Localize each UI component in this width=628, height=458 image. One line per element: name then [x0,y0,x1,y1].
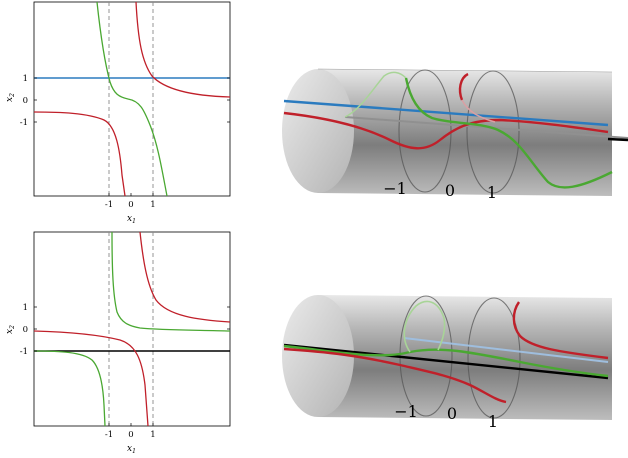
red-curve-top-fade [461,99,496,123]
xtick-label-minus1: -1 [105,200,113,210]
ytick-label-1: 1 [23,303,28,313]
green-curve-front [404,77,613,189]
red-curve-top [458,72,469,101]
green-curve-lower [34,350,106,426]
ytick-label-minus1: -1 [20,347,28,357]
cylinder-end-cap [282,69,354,193]
plot-frame [33,1,231,197]
green-curve-back [403,300,446,353]
xtick-label-0: 0 [128,200,133,210]
cylinder-end-cap [282,295,354,417]
cylinder-label-1: 1 [487,183,497,202]
y-axis-label: x2 [5,325,16,334]
cylinder-body [318,295,612,420]
cylinder-label-0: 0 [447,404,457,423]
black-curve-end [607,137,628,142]
plot-frame [33,231,231,427]
red-curve-front [283,347,507,404]
ytick-label-0: 0 [23,325,28,335]
green-curve-back [344,71,407,118]
xtick-label-minus1: -1 [105,430,113,440]
ytick-label-0: 0 [23,96,28,106]
xtick-label-1: 1 [150,200,155,210]
cylinder-label-0: 0 [445,181,455,200]
ytick-label-1: 1 [23,74,28,84]
cylinder-body [318,69,612,196]
blue-line-faint [403,337,609,363]
x-axis-label: x1 [127,214,136,225]
ring-plus1 [466,70,520,194]
red-curve-front [283,111,609,150]
cylinder-label-minus1: −1 [383,179,407,198]
cylinder-bottom: −1 0 1 [282,295,612,431]
green-curve-upper [111,232,230,332]
xtick-label-1: 1 [150,430,155,440]
cylinder-outline-top [317,68,613,73]
black-curve [283,343,609,380]
panel-bottom: 1 0 -1 -1 0 1 x1 x2 [5,231,231,455]
ytick-label-minus1: -1 [20,118,28,128]
red-curve-lower [34,111,126,196]
green-curve [96,2,168,196]
green-curve-front [283,344,609,378]
red-curve-upper [139,232,230,323]
red-curve-lower [34,330,149,426]
cylinder-label-1: 1 [488,412,498,431]
x-axis-label: x1 [127,444,136,455]
panel-top: 1 0 -1 -1 0 1 x1 x2 [5,1,231,225]
blue-curve [283,99,609,127]
cylinder-top: −1 0 1 [282,68,628,202]
ring-plus1 [467,297,521,419]
red-curve-upper [135,2,230,98]
xtick-label-0: 0 [128,430,133,440]
red-curve-top [512,301,609,360]
cylinder-label-minus1: −1 [394,402,418,421]
y-axis-label: x2 [5,93,16,102]
